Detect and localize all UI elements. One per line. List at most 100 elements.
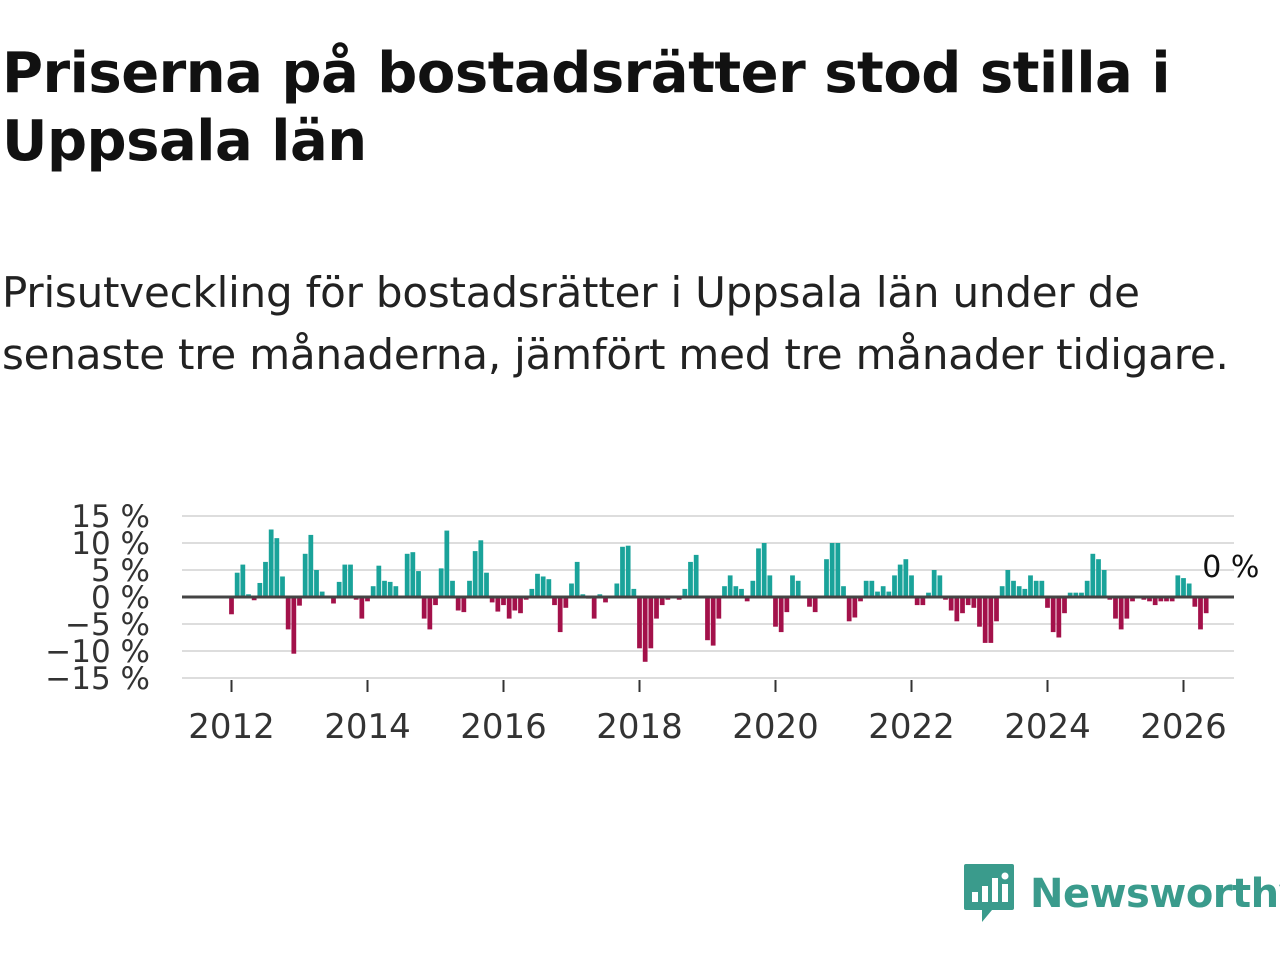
bar [376, 565, 382, 597]
bar [501, 597, 506, 606]
bar [268, 529, 274, 597]
bar [455, 597, 461, 611]
bar [297, 597, 302, 606]
bar [654, 597, 659, 619]
bar [257, 582, 263, 597]
bar [778, 597, 784, 633]
bar [506, 597, 512, 619]
bar [716, 597, 722, 619]
bar [1147, 597, 1152, 602]
bar [569, 583, 574, 597]
bar [693, 554, 699, 597]
bar [512, 597, 518, 611]
bar [631, 588, 637, 597]
bar [1118, 597, 1124, 630]
bar [1045, 597, 1050, 608]
bar [994, 597, 999, 622]
bar [285, 597, 291, 630]
bar [336, 581, 342, 597]
bar [1124, 597, 1130, 619]
page-title: Priserna på bostadsrätter stod stilla i … [2, 41, 1171, 174]
bar [965, 597, 971, 606]
bar [705, 597, 710, 641]
bar [370, 586, 376, 597]
bar [1067, 592, 1073, 597]
bar [875, 591, 880, 597]
bar [988, 597, 994, 643]
bar [263, 561, 268, 597]
bar [722, 586, 727, 597]
bar [410, 552, 416, 597]
bar [421, 597, 427, 619]
bar [625, 545, 631, 597]
x-tick-label: 2022 [868, 707, 955, 747]
bar [229, 597, 234, 615]
bar [1113, 597, 1118, 619]
bar [971, 597, 977, 608]
bar [444, 530, 450, 597]
bar [1130, 597, 1135, 602]
bar [903, 559, 909, 597]
bar [659, 597, 665, 606]
bar [960, 597, 965, 614]
bar [756, 548, 761, 597]
bar [314, 570, 319, 597]
bar [557, 597, 563, 633]
bar [274, 538, 280, 597]
bar [682, 588, 688, 597]
bar [234, 572, 240, 597]
bar [1028, 575, 1033, 597]
bar [1005, 570, 1011, 597]
bar [852, 597, 858, 618]
bar [1011, 580, 1016, 597]
bar [931, 570, 937, 597]
bar [1039, 580, 1045, 597]
bar [688, 561, 693, 597]
bar [1062, 597, 1067, 614]
bar [733, 586, 739, 597]
bar [574, 561, 580, 597]
bar [331, 597, 336, 604]
bar [518, 597, 523, 614]
bar [807, 597, 812, 607]
bar [1152, 597, 1158, 606]
bar [773, 597, 778, 627]
bar [603, 597, 608, 603]
bar [1164, 597, 1169, 602]
bar [563, 597, 569, 608]
bar [886, 591, 892, 597]
bar [552, 597, 557, 606]
bar [438, 568, 444, 597]
bar [750, 580, 756, 597]
bar [535, 573, 540, 597]
bar [824, 559, 829, 597]
bar [489, 597, 495, 603]
bar [880, 586, 886, 597]
bar-chart: 15 %10 %5 %0 %−5 %−10 %−15 %2012 2014 2016… [45, 499, 1259, 747]
bar [977, 597, 982, 627]
bar [767, 575, 773, 597]
bar [841, 586, 846, 597]
bar [1090, 553, 1096, 597]
bar [382, 580, 387, 597]
bar [710, 597, 716, 646]
bar [240, 564, 246, 597]
bar [546, 579, 552, 597]
bar [926, 592, 931, 597]
bar [433, 597, 438, 606]
y-tick-label: 10 % [71, 526, 150, 562]
bar [251, 597, 257, 601]
bar [920, 597, 926, 606]
bar [897, 564, 903, 597]
bar [540, 576, 546, 597]
bar [869, 580, 875, 597]
bar [404, 553, 410, 597]
bar [280, 576, 285, 597]
bar [348, 564, 353, 597]
x-tick-label: 2016 [460, 707, 547, 747]
x-tick-label: 2024 [1004, 707, 1091, 747]
bar [1084, 580, 1090, 597]
bar [982, 597, 988, 643]
bar [620, 546, 625, 597]
bar [909, 575, 914, 597]
